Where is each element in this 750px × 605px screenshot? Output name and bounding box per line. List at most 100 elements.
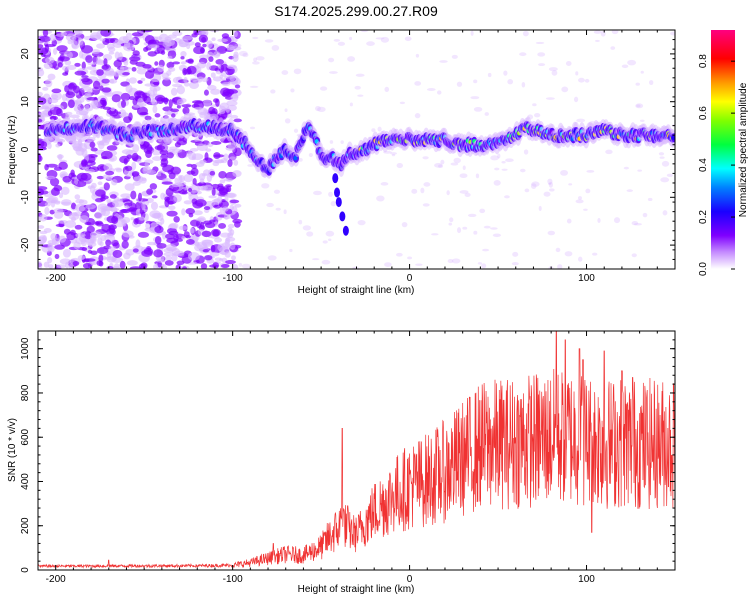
spectrogram-noise-blob — [147, 51, 157, 57]
spectrogram-noise-blob — [213, 237, 223, 243]
spectrogram-noise-blob — [600, 30, 606, 37]
spectrogram-noise-blob — [196, 61, 207, 69]
spectrogram-noise-blob — [129, 96, 135, 101]
spectrogram-noise-blob — [227, 142, 237, 150]
spectrogram-noise-blob — [597, 218, 601, 224]
spectrogram-noise-blob — [111, 114, 122, 119]
spectrogram-noise-blob — [451, 54, 458, 59]
spectrogram-noise-blob — [380, 182, 389, 186]
spectrogram-noise-blob — [96, 175, 105, 180]
spectrogram-noise-blob — [126, 260, 138, 266]
spectrogram-noise-blob — [568, 183, 573, 186]
spectrogram-noise-blob — [267, 255, 277, 261]
spectrogram-noise-blob — [238, 262, 243, 267]
spectrogram-noise-blob — [229, 242, 236, 250]
spectrogram-noise-blob — [74, 224, 83, 230]
spectrogram-noise-blob — [138, 216, 145, 221]
colorbar-tick-label: 0.0 — [698, 262, 709, 276]
spectrogram-noise-blob — [96, 69, 104, 76]
spectrogram-noise-blob — [151, 156, 163, 161]
spectrogram-noise-blob — [48, 264, 54, 269]
spectrogram-x-label: Height of straight line (km) — [298, 285, 415, 296]
spectrogram-noise-blob — [217, 195, 223, 204]
spectrogram-noise-blob — [49, 177, 60, 187]
spectrogram-noise-blob — [290, 88, 295, 93]
spectrogram-noise-blob — [401, 221, 408, 228]
spectrogram-noise-blob — [241, 263, 251, 269]
spectrogram-noise-blob — [660, 177, 670, 183]
spectrogram-noise-blob — [120, 112, 129, 117]
spectrogram-noise-blob — [139, 111, 149, 116]
spectrogram-noise-blob — [81, 61, 86, 70]
spectrogram-noise-blob — [145, 222, 151, 230]
spectrogram-noise-blob — [266, 202, 274, 208]
spectrogram-noise-blob — [165, 187, 174, 197]
spectrogram-noise-blob — [352, 266, 359, 269]
spectrogram-noise-blob — [592, 252, 598, 256]
snr-x-tick-label: 100 — [578, 574, 595, 585]
spectrogram-noise-blob — [144, 83, 155, 87]
spectrogram-noise-blob — [298, 158, 303, 162]
spectrogram-noise-blob — [217, 38, 229, 43]
spectrogram-noise-blob — [100, 97, 107, 106]
spectrogram-noise-blob — [99, 241, 104, 247]
spectrogram-noise-blob — [135, 208, 141, 217]
spectrogram-noise-blob — [511, 262, 519, 266]
spectrogram-noise-blob — [176, 139, 188, 146]
spectrogram-noise-blob — [43, 62, 53, 70]
spectrogram-noise-blob — [227, 159, 233, 167]
spectrogram-noise-blob — [112, 249, 123, 258]
spectrogram-noise-blob — [172, 61, 181, 65]
spectrogram-noise-blob — [211, 37, 216, 42]
spectrogram-noise-blob — [183, 200, 193, 205]
spectrogram-noise-blob — [124, 205, 130, 209]
spectrogram-noise-blob — [426, 88, 436, 91]
spectrogram-noise-blob — [560, 169, 569, 176]
spectrogram-noise-blob — [58, 219, 68, 224]
spectrogram-noise-blob — [166, 61, 175, 69]
spectrogram-noise-blob — [105, 170, 115, 176]
spectrogram-noise-blob — [74, 194, 81, 200]
spectrogram-noise-blob — [100, 205, 112, 211]
spectrogram-noise-blob — [227, 227, 233, 233]
spectrogram-noise-blob — [97, 141, 105, 150]
spectrogram-noise-blob — [213, 204, 222, 209]
spectrogram-noise-blob — [43, 261, 50, 268]
spectrogram-noise-blob — [232, 147, 236, 153]
spectrogram-noise-blob — [157, 64, 165, 73]
spectrogram-noise-blob — [115, 168, 123, 173]
spectrogram-noise-blob — [222, 206, 229, 212]
spectrogram-noise-blob — [168, 205, 176, 210]
spectrogram-noise-blob — [137, 80, 143, 84]
spectrogram-noise-blob — [631, 253, 637, 258]
spectrogram-noise-blob — [329, 140, 334, 144]
spectrogram-noise-blob — [62, 248, 71, 258]
spectrogram-noise-blob — [161, 72, 170, 79]
spectrogram-noise-blob — [121, 149, 134, 155]
spectrogram-noise-blob — [512, 251, 519, 257]
snr-y-label: SNR (10 * v/v) — [7, 418, 18, 482]
spectrogram-noise-blob — [183, 174, 194, 183]
spectrogram-noise-blob — [81, 77, 90, 83]
spectrogram-noise-blob — [58, 56, 70, 62]
spectrogram-noise-blob — [140, 143, 147, 150]
spectrogram-noise-blob — [302, 225, 312, 231]
spectrogram-noise-blob — [330, 200, 337, 207]
spectrogram-noise-blob — [146, 144, 153, 153]
spectrogram-noise-blob — [230, 114, 239, 119]
snr-panel: -200 -100 0 100 0 200 400 600 800 1000 Height of… — [7, 330, 676, 595]
spectrogram-noise-blob — [171, 183, 181, 188]
spectrogram-noise-blob — [120, 92, 131, 102]
spectrogram-noise-blob — [229, 199, 240, 204]
spectrogram-noise-blob — [73, 85, 80, 94]
spectrogram-noise-blob — [163, 252, 175, 257]
spectrogram-noise-blob — [573, 96, 579, 103]
spectrogram-noise-blob — [166, 210, 178, 217]
spectrogram-noise-blob — [185, 207, 195, 215]
spectrogram-noise-blob — [171, 253, 178, 262]
spectrogram-noise-blob — [120, 99, 127, 108]
spectrogram-noise-blob — [213, 154, 225, 158]
spectrogram-noise-blob — [71, 202, 77, 210]
spectrogram-noise-blob — [492, 233, 502, 238]
spectrogram-noise-blob — [89, 231, 102, 238]
